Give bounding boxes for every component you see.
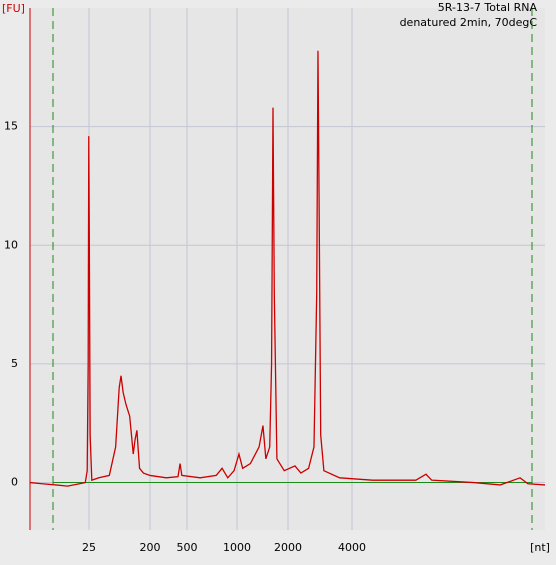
chart-title: 5R-13-7 Total RNA <box>438 1 538 14</box>
y-tick-label: 10 <box>4 238 18 251</box>
data-line <box>29 50 546 487</box>
x-tick-label: 1000 <box>223 541 251 554</box>
y-axis-label: [FU] <box>2 2 25 15</box>
y-tick-label: 5 <box>11 357 18 370</box>
x-tick-label: 2000 <box>274 541 302 554</box>
x-axis-label: [nt] <box>530 541 550 554</box>
x-tick-label: 200 <box>140 541 161 554</box>
x-tick-label: 25 <box>82 541 96 554</box>
x-tick-label: 500 <box>177 541 198 554</box>
y-tick-label: 0 <box>11 476 18 489</box>
y-tick-label: 15 <box>4 120 18 133</box>
chart-subtitle: denatured 2min, 70degC <box>400 16 538 29</box>
grid <box>30 8 545 530</box>
x-tick-label: 4000 <box>338 541 366 554</box>
